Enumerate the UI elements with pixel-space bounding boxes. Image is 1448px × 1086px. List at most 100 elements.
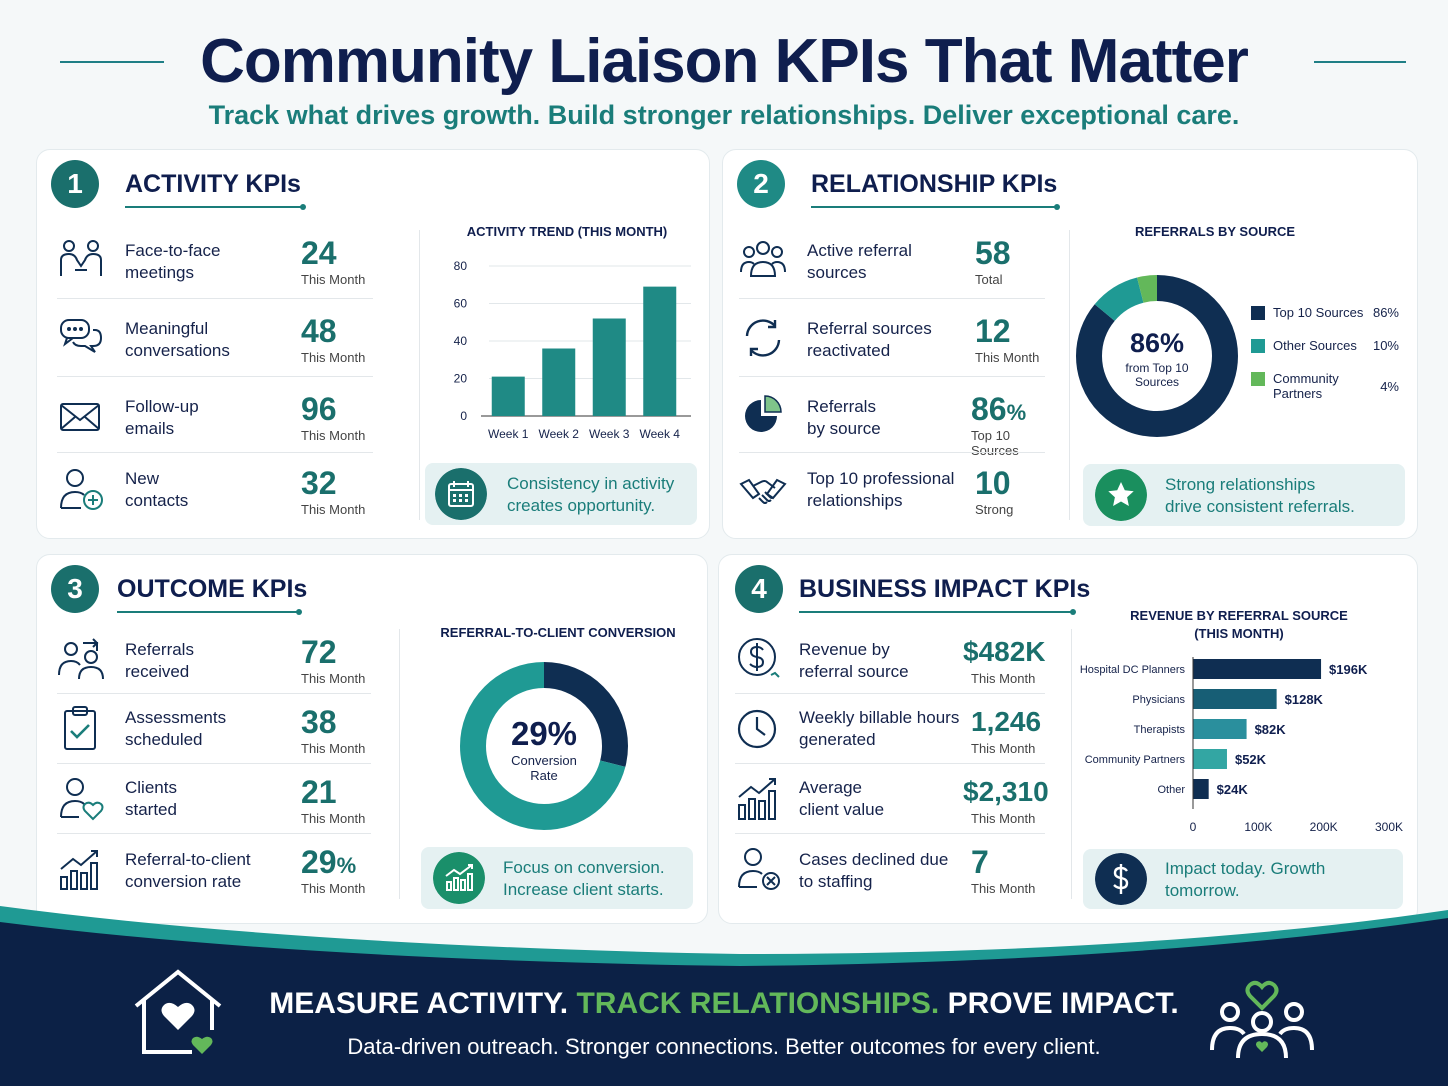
page-title: Community Liaison KPIs That Matter bbox=[200, 27, 1249, 96]
kpi-label-line1: Face-to-face bbox=[125, 241, 221, 260]
activity-kpi-panel: 1 ACTIVITY KPIs Face-to-face meetings 24 … bbox=[36, 149, 710, 539]
value-label: $128K bbox=[1285, 692, 1324, 707]
kpi-unit: This Month bbox=[971, 741, 1036, 756]
kpi-label-line2: sources bbox=[807, 263, 867, 282]
chart-title-line2: (THIS MONTH) bbox=[1194, 626, 1284, 641]
kpi-label-line1: Revenue by bbox=[799, 640, 890, 659]
legend-swatch bbox=[1251, 372, 1265, 386]
donut-slice-1 bbox=[460, 662, 628, 830]
legend-swatch bbox=[1251, 306, 1265, 320]
impact-tip-box: Impact today. Growth tomorrow. bbox=[1083, 849, 1403, 909]
footer-part2: TRACK RELATIONSHIPS. bbox=[576, 987, 940, 1020]
chart-title-line1: REVENUE BY REFERRAL SOURCE bbox=[1130, 608, 1348, 623]
category-label: Therapists bbox=[1134, 724, 1186, 736]
kpi-value: 48 bbox=[301, 313, 337, 349]
tip-line1: Consistency in activity bbox=[507, 474, 675, 493]
conversion-rate-donut bbox=[460, 662, 628, 830]
tip-line2: tomorrow. bbox=[1165, 881, 1240, 900]
kpi-label-line1: Referrals bbox=[125, 640, 194, 659]
chart-title: REFERRALS BY SOURCE bbox=[1134, 224, 1296, 239]
section-title: OUTCOME KPIs bbox=[117, 575, 308, 603]
bar-community-partners bbox=[1193, 749, 1227, 769]
y-tick-label: 0 bbox=[460, 409, 467, 423]
row-divider bbox=[735, 763, 1045, 764]
refresh-icon bbox=[745, 319, 781, 357]
chat-icon bbox=[60, 319, 103, 353]
activity-tip-box: Consistency in activity creates opportuni… bbox=[425, 463, 697, 525]
kpi-unit: This Month bbox=[301, 428, 366, 443]
kpi-value: 24 bbox=[301, 235, 337, 271]
bar-week-4 bbox=[643, 286, 677, 416]
value-label: $82K bbox=[1255, 722, 1287, 737]
panel-divider bbox=[419, 230, 420, 520]
outcome-tip-box: Focus on conversion. Increase client star… bbox=[421, 847, 693, 909]
chart-title: ACTIVITY TREND (THIS MONTH) bbox=[466, 224, 668, 239]
community-heart-icon bbox=[1210, 980, 1314, 1059]
kpi-value: 10 bbox=[975, 465, 1011, 501]
category-label: Hospital DC Planners bbox=[1080, 664, 1186, 676]
section-title-underline bbox=[125, 204, 306, 210]
donut-center-value: 29% bbox=[510, 715, 578, 752]
kpi-unit: This Month bbox=[971, 881, 1036, 896]
clock-icon bbox=[737, 709, 777, 749]
row-divider bbox=[57, 693, 371, 694]
section-number-badge: 4 bbox=[735, 565, 783, 613]
section-title: RELATIONSHIP KPIs bbox=[811, 170, 1058, 198]
dollar-circle-icon bbox=[1095, 853, 1147, 905]
y-tick-label: 20 bbox=[454, 372, 468, 386]
x-tick-label: 300K bbox=[1375, 820, 1403, 834]
kpi-label-line2: relationships bbox=[807, 491, 903, 510]
kpi-label-line2: emails bbox=[125, 419, 175, 438]
section-number-badge: 3 bbox=[51, 565, 99, 613]
kpi-label-line2: generated bbox=[799, 730, 876, 749]
panel-divider bbox=[1069, 230, 1070, 520]
row-divider bbox=[739, 298, 1045, 299]
kpi-label-line2: scheduled bbox=[125, 730, 203, 749]
section-title-underline bbox=[811, 204, 1060, 210]
legend-percent: 86% bbox=[1372, 305, 1399, 320]
value-label: $24K bbox=[1217, 782, 1249, 797]
kpi-label-line1: Average bbox=[799, 778, 863, 797]
footer-part3: PROVE IMPACT. bbox=[947, 987, 1179, 1020]
row-divider bbox=[739, 452, 1045, 453]
section-title: BUSINESS IMPACT KPIs bbox=[799, 575, 1091, 603]
star-icon bbox=[1095, 469, 1147, 521]
declined-user-icon bbox=[738, 848, 780, 890]
kpi-unit: Top 10 Sources bbox=[971, 428, 1019, 458]
y-tick-label: 80 bbox=[454, 259, 468, 273]
kpi-unit: This Month bbox=[975, 350, 1040, 365]
kpi-label-line1: New bbox=[125, 469, 160, 488]
tip-line1: Focus on conversion. bbox=[503, 858, 665, 877]
kpi-label-line1: Assessments bbox=[125, 708, 227, 727]
row-divider bbox=[739, 376, 1045, 377]
kpi-unit: This Month bbox=[971, 811, 1036, 826]
bar-week-1 bbox=[491, 376, 525, 416]
footer-band bbox=[0, 906, 1448, 1086]
kpi-value: 1,246 bbox=[971, 706, 1042, 737]
kpi-label-line2: referral source bbox=[799, 662, 909, 681]
kpi-label-line1: Clients bbox=[125, 778, 177, 797]
header-right-rule bbox=[1314, 61, 1406, 63]
footer-tagline: Data-driven outreach. Stronger connectio… bbox=[347, 1034, 1101, 1059]
bar-week-3 bbox=[592, 318, 626, 416]
kpi-label-line1: Weekly billable hours bbox=[799, 708, 960, 727]
kpi-unit: This Month bbox=[301, 881, 366, 896]
legend-label: Top 10 Sources bbox=[1273, 305, 1364, 320]
client-heart-icon bbox=[60, 778, 104, 821]
kpi-label-line2: conversations bbox=[125, 341, 230, 360]
donut-center-value: 86% bbox=[1129, 328, 1185, 358]
kpi-value: 58 bbox=[975, 235, 1011, 271]
panel-divider bbox=[1071, 629, 1072, 899]
growth-icon bbox=[60, 850, 98, 890]
calendar-icon bbox=[435, 468, 487, 520]
donut-slice-2 bbox=[1076, 275, 1238, 437]
referral-icon bbox=[58, 638, 104, 680]
kpi-label-line1: Cases declined due bbox=[799, 850, 949, 869]
row-divider bbox=[57, 452, 373, 453]
add-contact-icon bbox=[60, 469, 103, 510]
kpi-unit: This Month bbox=[301, 502, 366, 517]
kpi-value: 72 bbox=[301, 634, 337, 670]
bar-week-2 bbox=[542, 348, 576, 416]
kpi-value: 86 bbox=[971, 391, 1007, 427]
x-tick-label: Week 3 bbox=[589, 427, 630, 441]
